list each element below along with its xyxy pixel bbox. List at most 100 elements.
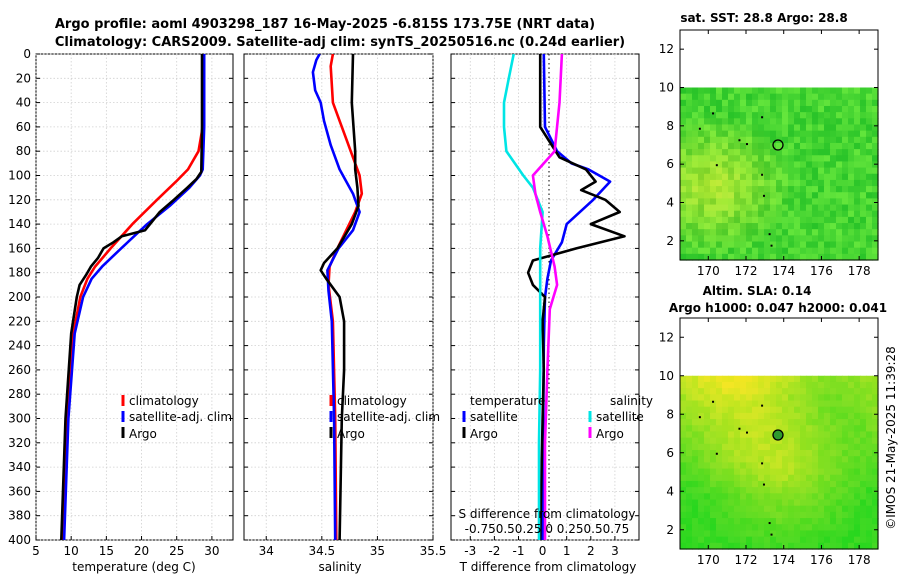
map-cell [842, 142, 849, 150]
map-cell [866, 142, 873, 150]
map-cell [740, 499, 747, 507]
map-cell [710, 536, 717, 544]
map-cell [698, 173, 705, 181]
map-cell [860, 431, 867, 439]
map-cell [782, 210, 789, 218]
map-cell [698, 493, 705, 501]
map-cell [824, 142, 831, 150]
map-cell [872, 437, 879, 445]
map-cell [806, 216, 813, 224]
map-cell [758, 450, 765, 457]
map-cell [722, 99, 729, 107]
map-cell [872, 431, 879, 439]
map-cell [770, 155, 777, 163]
y-tick-label: 340 [8, 460, 31, 474]
map-cell [806, 443, 813, 451]
map-cell [854, 167, 861, 175]
x-tick-label: 1 [563, 544, 571, 558]
map-y-tick-label: 8 [666, 119, 674, 133]
island-speck [761, 462, 764, 465]
map-cell [734, 536, 741, 544]
map-cell [722, 179, 729, 187]
map-cell [722, 149, 729, 156]
map-cell [788, 167, 795, 175]
map-cell [842, 381, 849, 389]
map-cell [680, 186, 687, 193]
map-cell [860, 425, 867, 433]
map-cell [800, 149, 807, 156]
map-cell [734, 112, 741, 119]
map-cell [812, 542, 819, 550]
map-cell [716, 235, 723, 243]
map-cell [752, 93, 759, 101]
map-cell [836, 487, 843, 494]
map-cell [818, 235, 825, 243]
map-cell [782, 394, 789, 402]
map-cell [794, 167, 801, 175]
map-cell [824, 480, 831, 488]
map-cell [848, 499, 855, 507]
map-cell [836, 241, 843, 249]
map-cell [854, 400, 861, 408]
map-cell [686, 173, 693, 181]
map-cell [818, 130, 825, 138]
island-speck [698, 416, 701, 419]
map-cell [806, 505, 813, 513]
map-cell [824, 381, 831, 389]
map-cell [830, 450, 837, 457]
map-cell [830, 474, 837, 482]
map-cell [758, 419, 765, 426]
map-cell [848, 241, 855, 249]
map-cell [812, 511, 819, 519]
map-cell [686, 487, 693, 494]
map-cell [734, 406, 741, 414]
map-cell [776, 443, 783, 451]
map-cell [806, 480, 813, 488]
map-cell [692, 192, 699, 199]
map-x-tick-label: 176 [810, 553, 833, 567]
map-cell [860, 87, 867, 95]
map-cell [740, 167, 747, 175]
map-cell [704, 388, 711, 395]
map-cell [758, 235, 765, 243]
map-cell [860, 530, 867, 538]
map-cell [824, 118, 831, 126]
map-cell [758, 192, 765, 199]
map-cell [698, 511, 705, 519]
map-cell [734, 456, 741, 463]
map-cell [698, 118, 705, 126]
map-cell [794, 443, 801, 451]
map-cell [722, 93, 729, 101]
map-cell [872, 155, 879, 163]
map-cell [770, 210, 777, 218]
map-cell [680, 247, 687, 255]
map-cell [776, 462, 783, 470]
map-cell [782, 204, 789, 212]
map-cell [770, 223, 777, 230]
salinity-curves [311, 54, 364, 540]
map-cell [710, 112, 717, 119]
map-cell [818, 204, 825, 212]
map-cell [740, 412, 747, 420]
map-cell [812, 462, 819, 470]
map-cell [722, 155, 729, 163]
map-cell [806, 118, 813, 126]
map-cell [824, 530, 831, 538]
map-cell [782, 229, 789, 236]
map-cell [860, 381, 867, 389]
map-cell [872, 124, 879, 132]
map-cell [806, 186, 813, 193]
map-cell [818, 381, 825, 389]
map-cell [698, 400, 705, 408]
map-cell [758, 462, 765, 470]
map-cell [836, 406, 843, 414]
map-cell [854, 480, 861, 488]
map-cell [686, 142, 693, 150]
map-cell [752, 105, 759, 113]
map-cell [800, 524, 807, 532]
map-cell [788, 87, 795, 95]
map-cell [710, 499, 717, 507]
map-cell [740, 241, 747, 249]
map-cell [836, 130, 843, 138]
map-cell [686, 419, 693, 426]
